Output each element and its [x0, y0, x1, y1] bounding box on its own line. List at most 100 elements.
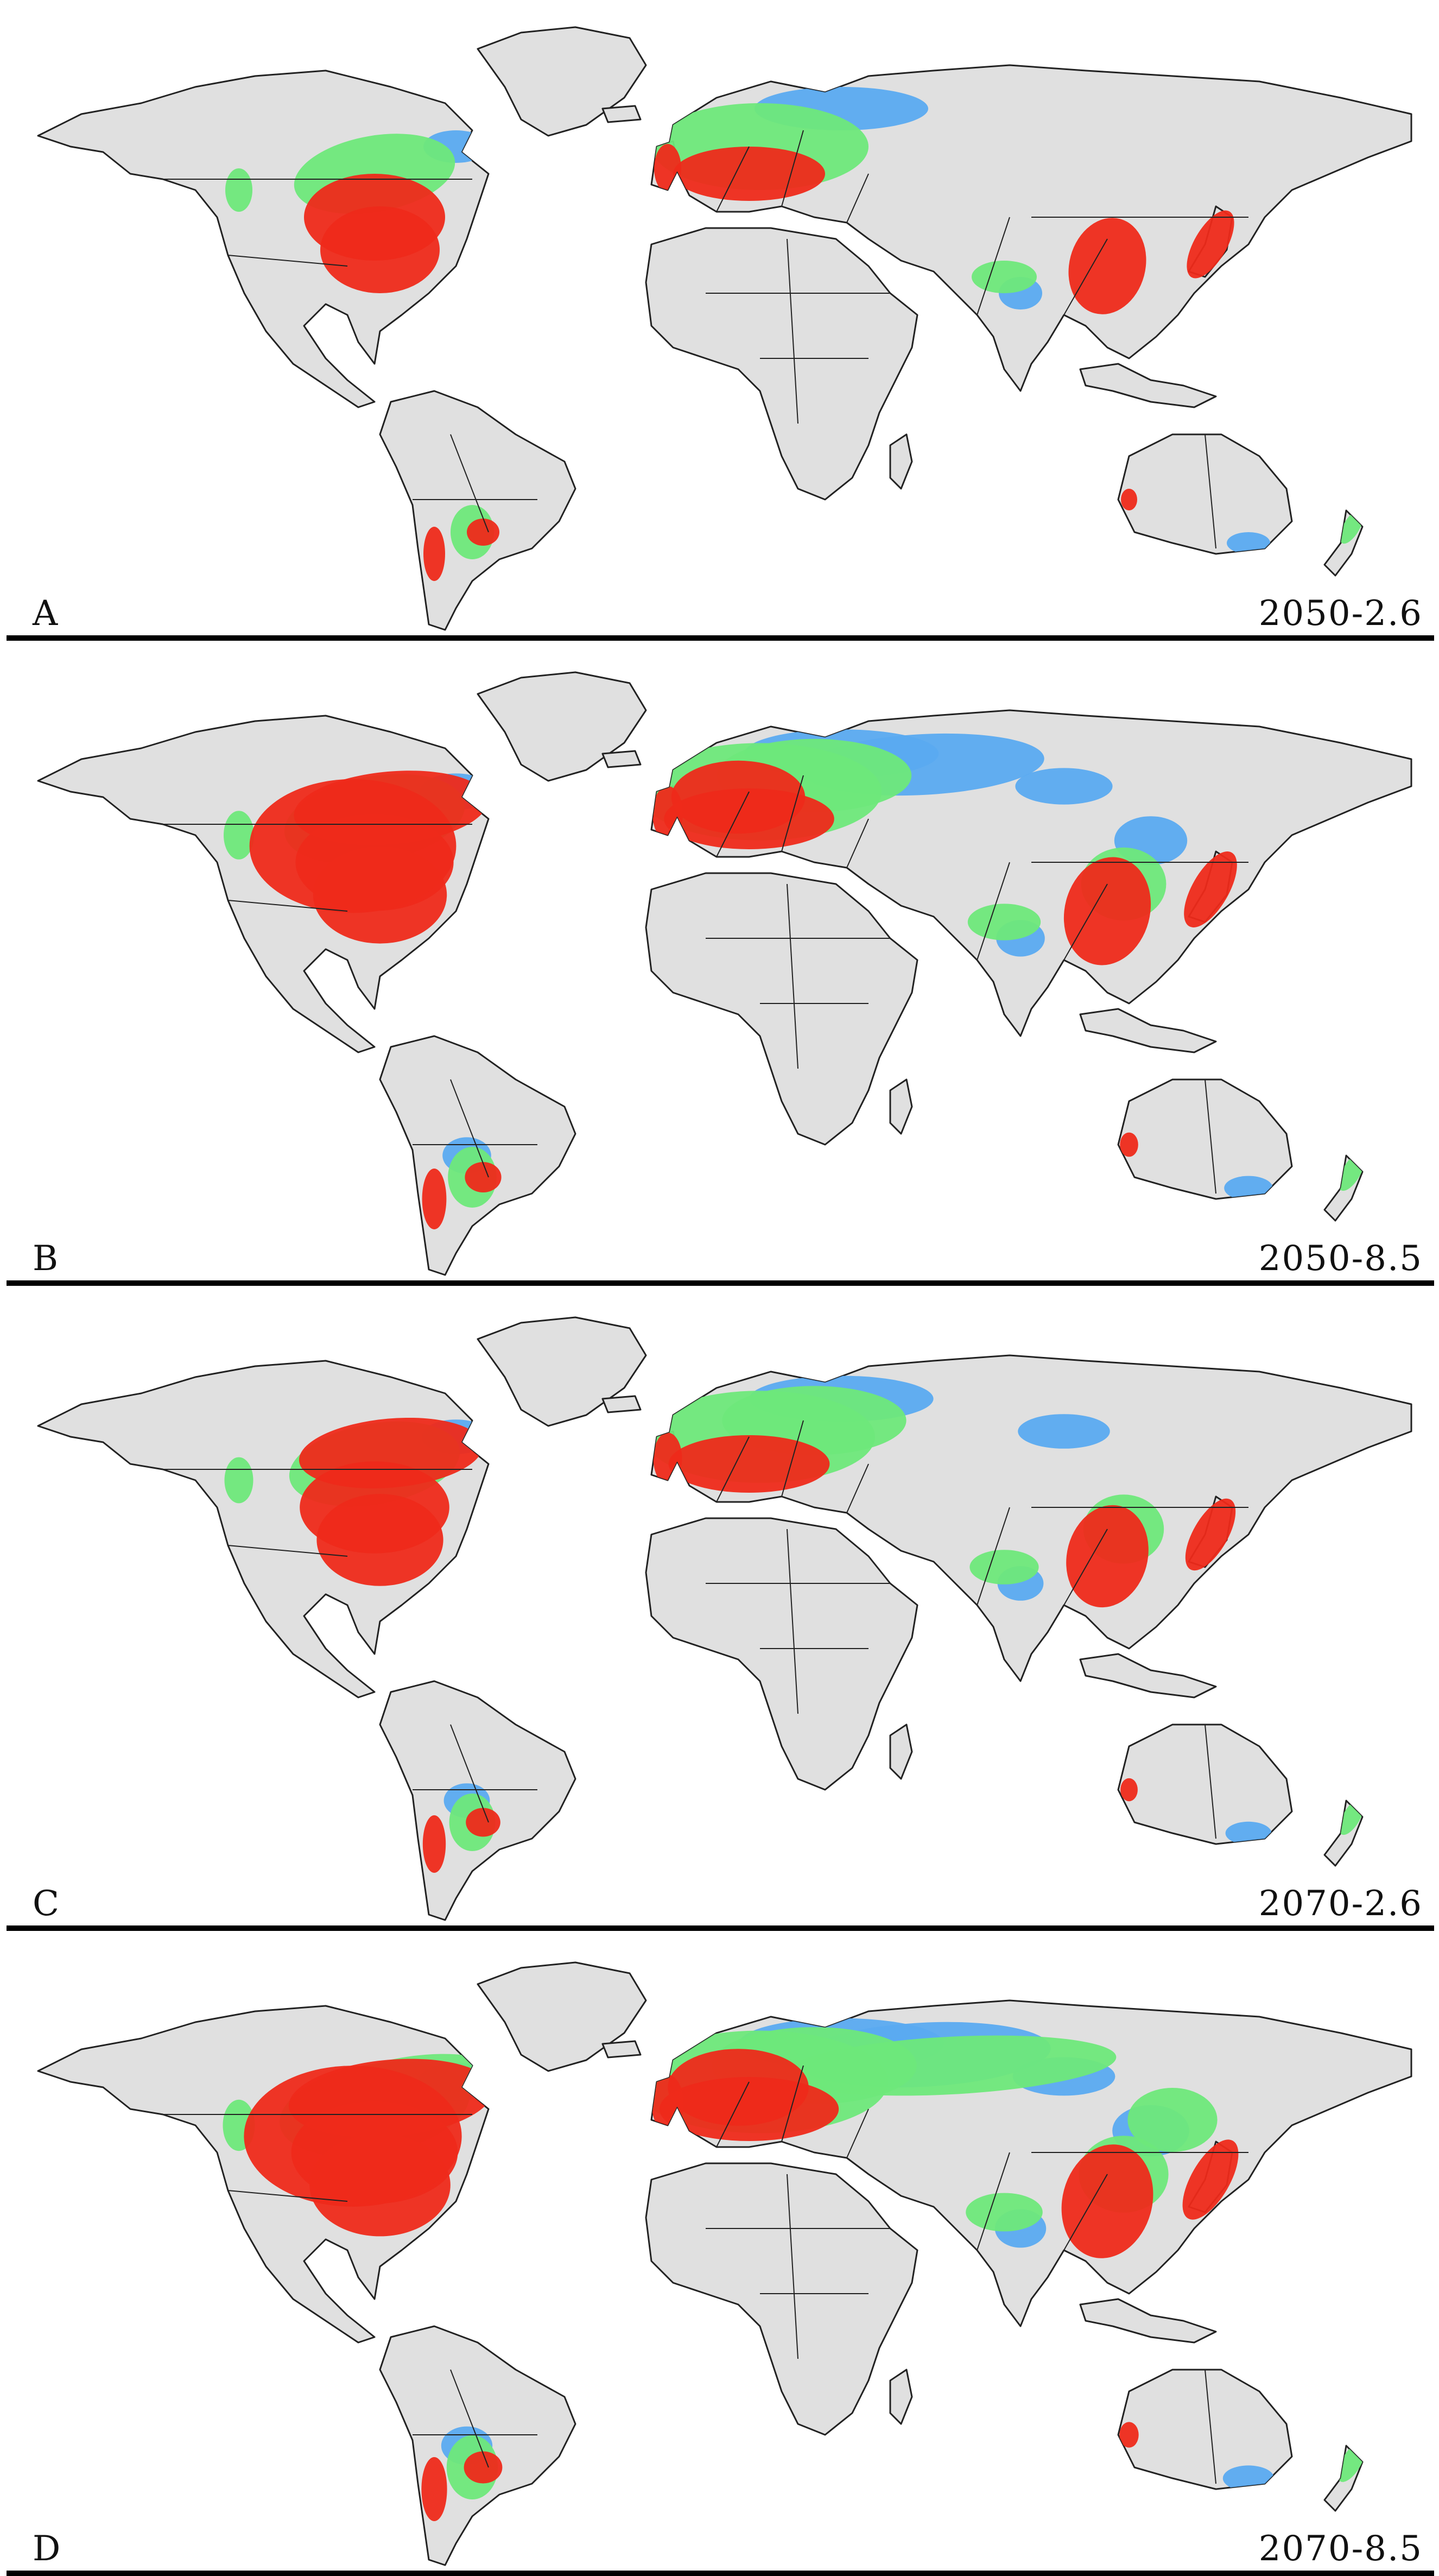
- suitability-patch-high: [423, 527, 445, 581]
- country-border: [1063, 1529, 1108, 1606]
- suitability-patch-high: [1182, 2139, 1239, 2220]
- country-border: [1063, 238, 1108, 315]
- suitability-patch-high: [1121, 489, 1137, 510]
- landmass-madagascar: [889, 433, 913, 490]
- country-border: [846, 1463, 869, 1513]
- landmass-indonesia: [1079, 2298, 1217, 2344]
- landmass-iceland: [601, 750, 642, 768]
- country-border: [716, 146, 750, 212]
- suitability-patch-high: [1061, 2144, 1153, 2258]
- suitability-patch-high: [464, 2451, 503, 2484]
- country-border: [977, 862, 1010, 961]
- suitability-patch-moderate: [783, 2035, 1117, 2096]
- country-border: [1205, 1724, 1216, 1839]
- country-border: [781, 1420, 804, 1497]
- landmass-iceland: [601, 105, 642, 123]
- suitability-patch-high: [320, 206, 440, 293]
- country-border: [450, 1724, 489, 1823]
- suitability-layer: [224, 1375, 1365, 1873]
- suitability-patch-moderate: [966, 2193, 1043, 2232]
- country-border: [787, 2174, 798, 2359]
- suitability-patch-moderate: [224, 1457, 253, 1504]
- suitability-patch-high: [244, 2066, 462, 2207]
- country-border: [781, 130, 804, 207]
- suitability-layer: [223, 2018, 1366, 2521]
- country-border: [977, 1507, 1010, 1606]
- suitability-patch-high: [653, 1432, 682, 1485]
- country-border: [716, 1436, 750, 1502]
- map-panel-a: A 2050-2.6: [0, 11, 1439, 641]
- panel-divider: [7, 635, 1434, 641]
- map-panel-c: C 2070-2.6: [0, 1301, 1439, 1931]
- suitability-patch-high: [1119, 2422, 1139, 2448]
- panel-scenario-label: 2070-2.6: [1258, 1884, 1423, 1924]
- suitability-patch-high: [671, 760, 806, 834]
- suitability-layer: [224, 729, 1365, 1229]
- country-border: [716, 2081, 750, 2148]
- suitability-patch-low: [1018, 1414, 1110, 1449]
- country-border: [227, 1545, 348, 1557]
- suitability-patch-high: [249, 779, 457, 913]
- panel-scenario-label: 2050-2.6: [1258, 594, 1423, 634]
- world-map-a: [37, 26, 1412, 631]
- country-border: [1205, 434, 1216, 549]
- landmass-indonesia: [1079, 363, 1217, 408]
- landmass-africa: [645, 872, 918, 1146]
- suitability-patch-high: [668, 1435, 830, 1493]
- suitability-patch-high: [673, 147, 825, 201]
- landmass-australia: [1117, 433, 1293, 555]
- suitability-patch-moderate: [969, 1550, 1039, 1584]
- suitability-patch-high: [467, 519, 499, 546]
- country-border: [846, 2108, 869, 2158]
- suitability-patch-low: [1015, 768, 1113, 805]
- country-border: [227, 900, 348, 912]
- suitability-patch-high: [1120, 1778, 1138, 1802]
- panel-letter: B: [33, 1239, 59, 1279]
- country-border: [450, 2369, 489, 2468]
- country-border: [1063, 883, 1108, 961]
- suitability-patch-high: [1184, 851, 1237, 927]
- suitability-patch-moderate: [225, 168, 252, 212]
- suitability-patch-high: [316, 1494, 443, 1586]
- panel-divider: [7, 2571, 1434, 2576]
- panel-letter: A: [33, 594, 58, 634]
- world-map-c: [37, 1316, 1412, 1921]
- landmass-australia: [1117, 1078, 1293, 1200]
- suitability-patch-low: [1224, 1176, 1273, 1201]
- country-border: [977, 2152, 1010, 2251]
- suitability-patch-high: [1185, 1498, 1236, 1571]
- country-border: [787, 1529, 798, 1714]
- suitability-patch-low: [1225, 1821, 1272, 1845]
- suitability-patch-high: [422, 1169, 447, 1229]
- country-border: [787, 883, 798, 1069]
- landmass-indonesia: [1079, 1008, 1217, 1053]
- suitability-patch-high: [1187, 210, 1234, 279]
- country-border: [450, 434, 489, 533]
- suitability-patch-moderate: [972, 261, 1037, 293]
- suitability-patch-moderate: [967, 904, 1041, 940]
- country-border: [1205, 2369, 1216, 2484]
- world-map-d: [37, 1961, 1412, 2566]
- suitability-patch-high: [1120, 1132, 1138, 1157]
- panel-scenario-label: 2050-8.5: [1258, 1239, 1423, 1279]
- country-border: [716, 791, 750, 857]
- suitability-patch-high: [421, 2457, 447, 2521]
- suitability-patch-high: [654, 144, 681, 193]
- landmass-madagascar: [889, 2369, 913, 2425]
- landmass-madagascar: [889, 1723, 913, 1780]
- country-border: [781, 775, 804, 852]
- panel-letter: C: [33, 1884, 59, 1924]
- suitability-patch-high: [465, 1162, 502, 1192]
- suitability-patch-high: [652, 786, 683, 841]
- landmass-madagascar: [889, 1078, 913, 1135]
- country-border: [846, 818, 869, 868]
- suitability-patch-low: [1222, 2465, 1275, 2491]
- panel-scenario-label: 2070-8.5: [1258, 2529, 1423, 2569]
- country-border: [227, 2190, 348, 2202]
- panel-divider: [7, 1280, 1434, 1286]
- landmass-africa: [645, 1517, 918, 1791]
- country-border: [1063, 2174, 1108, 2251]
- suitability-patch-high: [422, 1815, 446, 1873]
- landmass-africa: [645, 227, 918, 501]
